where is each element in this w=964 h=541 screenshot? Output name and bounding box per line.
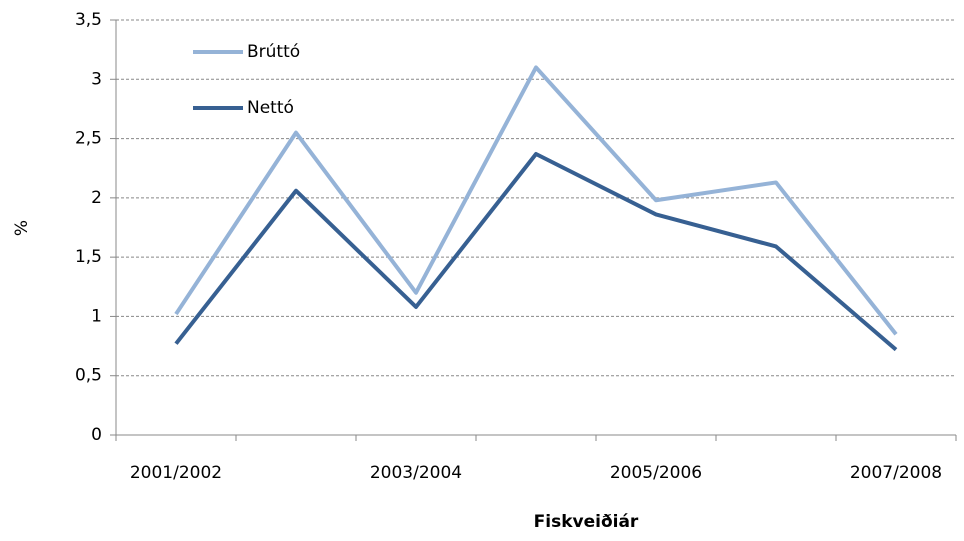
y-tick-label: 3 (91, 69, 102, 89)
y-tick-label: 2,5 (75, 129, 102, 149)
legend-label: Brúttó (247, 42, 300, 62)
line-series (174, 151, 898, 352)
y-tick-label: 3,5 (75, 10, 102, 30)
y-tick-label: 0,5 (75, 366, 102, 386)
x-tick-label: 2003/2004 (370, 463, 462, 483)
x-tick-label: 2005/2006 (610, 463, 702, 483)
legend-label: Nettó (247, 98, 294, 118)
x-tick-label: 2001/2002 (130, 463, 222, 483)
y-tick-label: 0 (91, 425, 102, 445)
x-tick-label: 2007/2008 (850, 463, 942, 483)
y-tick-label: 2 (91, 188, 102, 208)
line-series (174, 65, 898, 336)
y-tick-label: 1,5 (75, 247, 102, 267)
x-axis-label: Fiskveiðiár (534, 512, 639, 532)
y-tick-label: 1 (91, 306, 102, 326)
y-axis-label: % (12, 220, 32, 236)
